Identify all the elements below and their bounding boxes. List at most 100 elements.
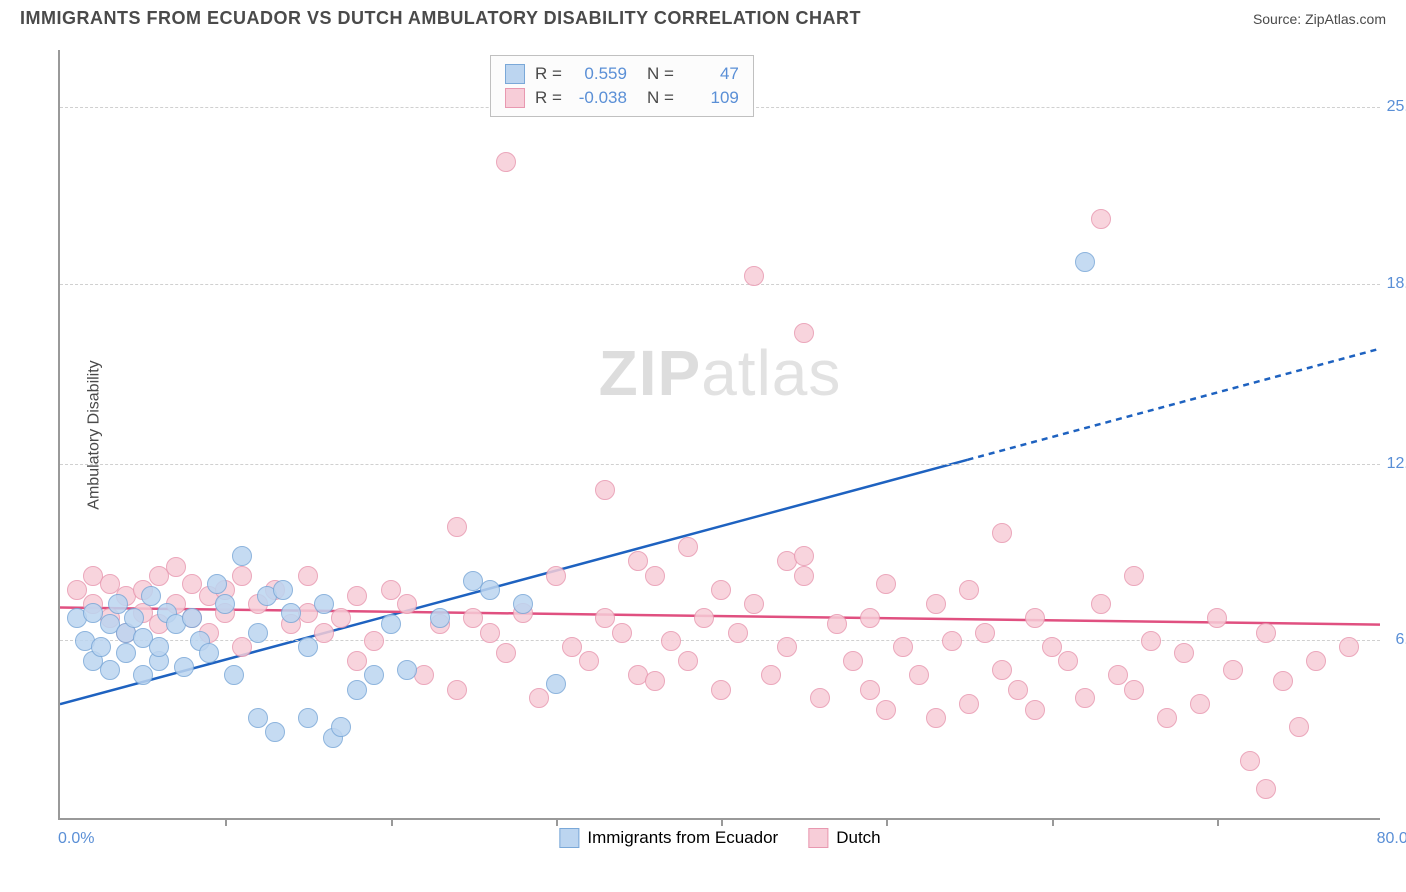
dutch-point (959, 694, 979, 714)
ecuador-point (116, 643, 136, 663)
series-legend: Immigrants from Ecuador Dutch (559, 828, 880, 848)
ecuador-swatch (505, 64, 525, 84)
dutch-point (562, 637, 582, 657)
chart-container: Ambulatory Disability ZIPatlas R = 0.559… (50, 50, 1380, 820)
legend-item-ecuador: Immigrants from Ecuador (559, 828, 778, 848)
dutch-point (463, 608, 483, 628)
ecuador-point (298, 637, 318, 657)
ecuador-point (347, 680, 367, 700)
source-attribution: Source: ZipAtlas.com (1253, 11, 1386, 27)
y-tick-label: 18.8% (1387, 275, 1406, 293)
dutch-point (893, 637, 913, 657)
dutch-point (843, 651, 863, 671)
x-tick (391, 818, 393, 826)
ecuador-point (124, 608, 144, 628)
dutch-label: Dutch (836, 828, 880, 848)
dutch-point (794, 323, 814, 343)
dutch-point (1174, 643, 1194, 663)
dutch-point (612, 623, 632, 643)
dutch-point (860, 680, 880, 700)
dutch-point (364, 631, 384, 651)
dutch-point (447, 680, 467, 700)
trend-lines-svg (60, 50, 1380, 818)
y-tick-label: 6.3% (1396, 631, 1406, 649)
dutch-point (1223, 660, 1243, 680)
dutch-point (1025, 608, 1045, 628)
ecuador-point (397, 660, 417, 680)
ecuador-point (314, 594, 334, 614)
dutch-point (645, 671, 665, 691)
dutch-point (909, 665, 929, 685)
dutch-point (678, 651, 698, 671)
dutch-point (447, 517, 467, 537)
dutch-point (1091, 209, 1111, 229)
watermark-zip: ZIP (599, 337, 702, 409)
dutch-point (1108, 665, 1128, 685)
r-label: R = (535, 88, 562, 108)
ecuador-point (265, 722, 285, 742)
dutch-point (794, 566, 814, 586)
ecuador-point (182, 608, 202, 628)
dutch-point (744, 266, 764, 286)
dutch-point (827, 614, 847, 634)
ecuador-point (174, 657, 194, 677)
dutch-point (1091, 594, 1111, 614)
dutch-point (744, 594, 764, 614)
dutch-point (711, 680, 731, 700)
plot-area: ZIPatlas R = 0.559 N = 47 R = -0.038 N =… (58, 50, 1380, 820)
dutch-point (1025, 700, 1045, 720)
dutch-point (794, 546, 814, 566)
dutch-point (711, 580, 731, 600)
ecuador-point (248, 708, 268, 728)
ecuador-point (199, 643, 219, 663)
ecuador-point (364, 665, 384, 685)
chart-title: IMMIGRANTS FROM ECUADOR VS DUTCH AMBULAT… (20, 8, 861, 29)
ecuador-point (248, 623, 268, 643)
x-tick (1217, 818, 1219, 826)
trend-line (968, 349, 1381, 460)
x-tick (1052, 818, 1054, 826)
dutch-point (975, 623, 995, 643)
ecuador-n-value: 47 (684, 64, 739, 84)
ecuador-r-value: 0.559 (572, 64, 627, 84)
ecuador-point (215, 594, 235, 614)
dutch-point (347, 651, 367, 671)
dutch-point (926, 708, 946, 728)
source-name: ZipAtlas.com (1305, 11, 1386, 27)
ecuador-point (331, 717, 351, 737)
dutch-point (347, 586, 367, 606)
dutch-point (876, 700, 896, 720)
dutch-point (728, 623, 748, 643)
dutch-point (595, 480, 615, 500)
dutch-point (810, 688, 830, 708)
ecuador-point (546, 674, 566, 694)
dutch-point (628, 551, 648, 571)
dutch-point (992, 523, 1012, 543)
stats-row-dutch: R = -0.038 N = 109 (505, 86, 739, 110)
dutch-point (298, 566, 318, 586)
dutch-point (1008, 680, 1028, 700)
dutch-point (579, 651, 599, 671)
dutch-point (777, 637, 797, 657)
dutch-point (1075, 688, 1095, 708)
ecuador-point (381, 614, 401, 634)
dutch-point (992, 660, 1012, 680)
ecuador-point (207, 574, 227, 594)
n-label: N = (647, 64, 674, 84)
dutch-point (1141, 631, 1161, 651)
dutch-point (694, 608, 714, 628)
ecuador-point (232, 546, 252, 566)
ecuador-point (281, 603, 301, 623)
dutch-point (1042, 637, 1062, 657)
dutch-point (942, 631, 962, 651)
dutch-point (1256, 623, 1276, 643)
ecuador-point (141, 586, 161, 606)
dutch-point (959, 580, 979, 600)
dutch-r-value: -0.038 (572, 88, 627, 108)
dutch-point (1157, 708, 1177, 728)
dutch-point (645, 566, 665, 586)
ecuador-point (149, 637, 169, 657)
y-tick-label: 25.0% (1387, 98, 1406, 116)
dutch-point (397, 594, 417, 614)
dutch-swatch-icon (808, 828, 828, 848)
